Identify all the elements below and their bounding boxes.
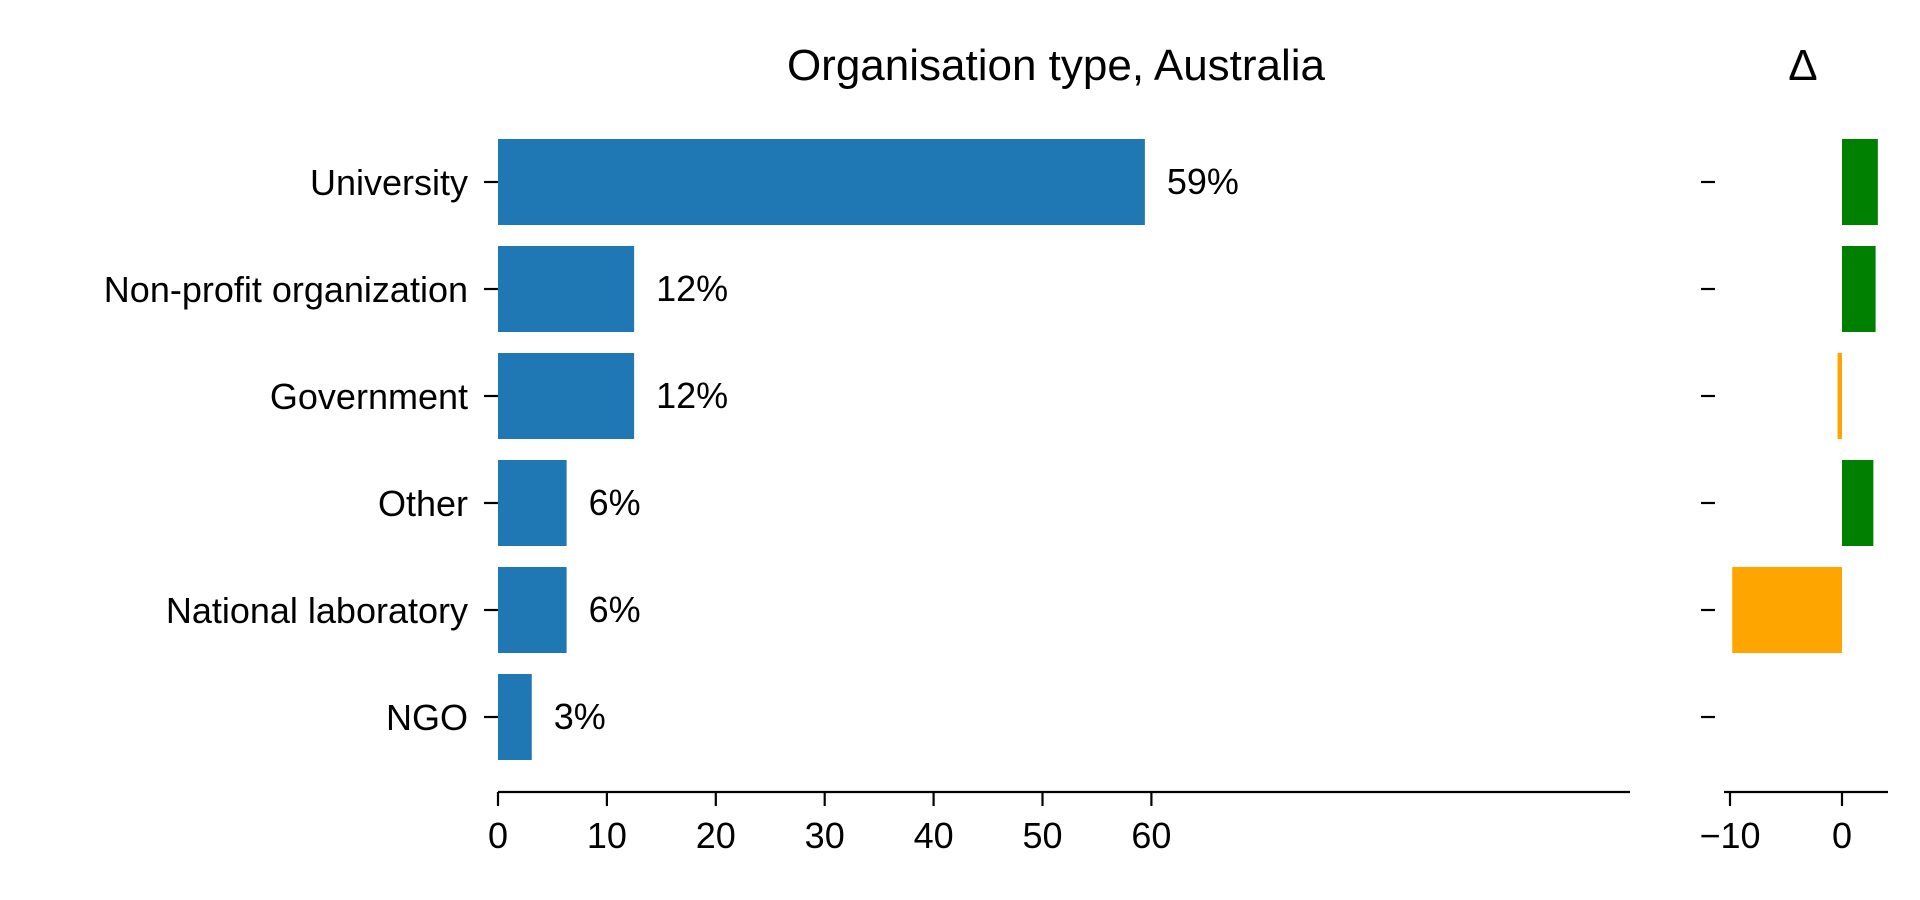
delta-bar-chart: −10 0 xyxy=(1699,139,1888,856)
main-chart-title: Organisation type, Australia xyxy=(787,41,1326,90)
data-label-ngo: 3% xyxy=(554,696,606,737)
bar-other xyxy=(498,460,567,546)
category-label-non-profit-organization: Non-profit organization xyxy=(104,269,468,310)
main-x-tick-label-40: 40 xyxy=(914,815,954,856)
bar-ngo xyxy=(498,674,532,760)
main-x-tick-label-20: 20 xyxy=(696,815,736,856)
category-label-government: Government xyxy=(270,376,468,417)
delta-bar-university xyxy=(1842,139,1878,225)
delta-bar-government xyxy=(1837,353,1842,439)
category-label-university: University xyxy=(310,162,468,203)
data-label-government: 12% xyxy=(656,375,728,416)
main-x-tick-label-30: 30 xyxy=(805,815,845,856)
delta-bar-non-profit-organization xyxy=(1842,246,1876,332)
main-x-tick-label-60: 60 xyxy=(1131,815,1171,856)
delta-bar-other xyxy=(1842,460,1874,546)
main-x-tick-label-50: 50 xyxy=(1022,815,1062,856)
bar-university xyxy=(498,139,1145,225)
main-x-tick-label-10: 10 xyxy=(587,815,627,856)
category-label-other: Other xyxy=(378,483,468,524)
category-label-ngo: NGO xyxy=(386,697,468,738)
bar-government xyxy=(498,353,635,439)
category-label-national-laboratory: National laboratory xyxy=(166,590,468,631)
data-label-university: 59% xyxy=(1167,161,1239,202)
delta-x-tick-label-1: 0 xyxy=(1832,815,1852,856)
delta-bar-national-laboratory xyxy=(1732,567,1842,653)
main-bar-chart: 59% University 12% Non-profit organization 1… xyxy=(104,139,1630,856)
main-x-tick-label-0: 0 xyxy=(488,815,508,856)
delta-chart-title: Δ xyxy=(1788,41,1817,90)
data-label-other: 6% xyxy=(589,482,641,523)
delta-x-tick-label-0: −10 xyxy=(1699,815,1760,856)
bar-non-profit-organization xyxy=(498,246,635,332)
data-label-non-profit-organization: 12% xyxy=(656,268,728,309)
bar-national-laboratory xyxy=(498,567,567,653)
data-label-national-laboratory: 6% xyxy=(589,589,641,630)
